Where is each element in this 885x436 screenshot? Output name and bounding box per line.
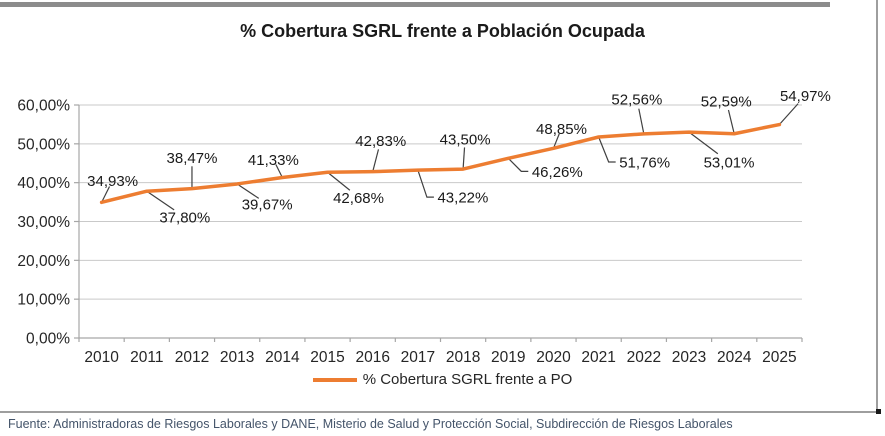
data-label-leader [598,136,616,163]
data-label-leader [417,169,434,198]
data-label: 48,85% [536,121,587,138]
data-label-leader [778,103,799,125]
x-axis-tick-label: 2023 [672,349,706,366]
data-label-leader [507,157,529,172]
data-label: 42,68% [333,190,384,207]
data-label: 53,01% [704,155,755,172]
data-label: 46,26% [532,164,583,181]
data-label-leader [727,109,735,134]
data-label-leader [688,131,719,155]
x-axis-tick-label: 2018 [446,349,480,366]
x-axis-tick-label: 2024 [717,349,752,366]
x-axis-tick-label: 2019 [491,349,525,366]
y-axis-tick-label: 0,00% [26,331,70,348]
data-label: 54,97% [780,88,831,105]
frame-top-border [0,2,830,7]
data-label: 34,93% [87,173,138,190]
data-label: 51,76% [619,154,670,171]
x-axis-tick-label: 2015 [310,349,344,366]
x-axis-tick-label: 2020 [536,349,571,366]
data-label-leader [327,171,351,191]
chart-title: % Cobertura SGRL frente a Población Ocup… [240,21,645,41]
x-axis-tick-label: 2016 [355,349,389,366]
y-axis-tick-label: 40,00% [17,175,70,192]
legend-label: % Cobertura SGRL frente a PO [362,371,573,388]
data-label-leader [101,186,111,203]
y-axis-tick-label: 60,00% [17,98,70,115]
data-label-leader [372,149,380,172]
frame-corner-mark [876,409,881,414]
x-axis-tick-label: 2021 [581,349,615,366]
legend-line-swatch [312,377,357,382]
data-label: 43,50% [440,132,491,149]
x-axis-tick-label: 2010 [84,349,119,366]
x-axis-tick-label: 2011 [130,349,163,366]
x-axis-tick-label: 2022 [627,349,661,366]
x-axis-tick-label: 2012 [175,349,209,366]
frame-bottom-border [0,411,881,413]
data-label-leader [236,183,260,199]
frame-right-border [876,0,878,412]
series-line [99,122,782,205]
source-note: Fuente: Administradoras de Riesgos Labor… [8,417,733,431]
x-axis-tick-label: 2017 [401,349,435,366]
data-label-leader [462,147,466,170]
y-axis-tick-label: 50,00% [17,136,70,153]
data-label-leader [275,164,283,178]
data-label-leader [638,108,645,135]
data-label-leader [552,133,560,149]
data-label: 42,83% [355,133,406,150]
legend: % Cobertura SGRL frente a PO [0,371,885,388]
x-axis-tick-label: 2013 [220,349,254,366]
data-label: 37,80% [159,210,210,227]
data-label: 39,67% [242,196,293,213]
x-axis-tick-label: 2014 [265,349,300,366]
y-axis-tick-label: 30,00% [17,214,70,231]
y-axis-tick-label: 20,00% [17,253,70,270]
data-label: 38,47% [167,150,218,167]
x-axis-tick-label: 2025 [762,349,796,366]
data-label: 52,56% [611,91,662,108]
y-axis-tick-label: 10,00% [17,292,70,309]
data-label: 43,22% [437,190,488,207]
data-label: 41,33% [248,152,299,169]
data-label: 52,59% [701,93,752,110]
data-label-leader [146,190,175,211]
